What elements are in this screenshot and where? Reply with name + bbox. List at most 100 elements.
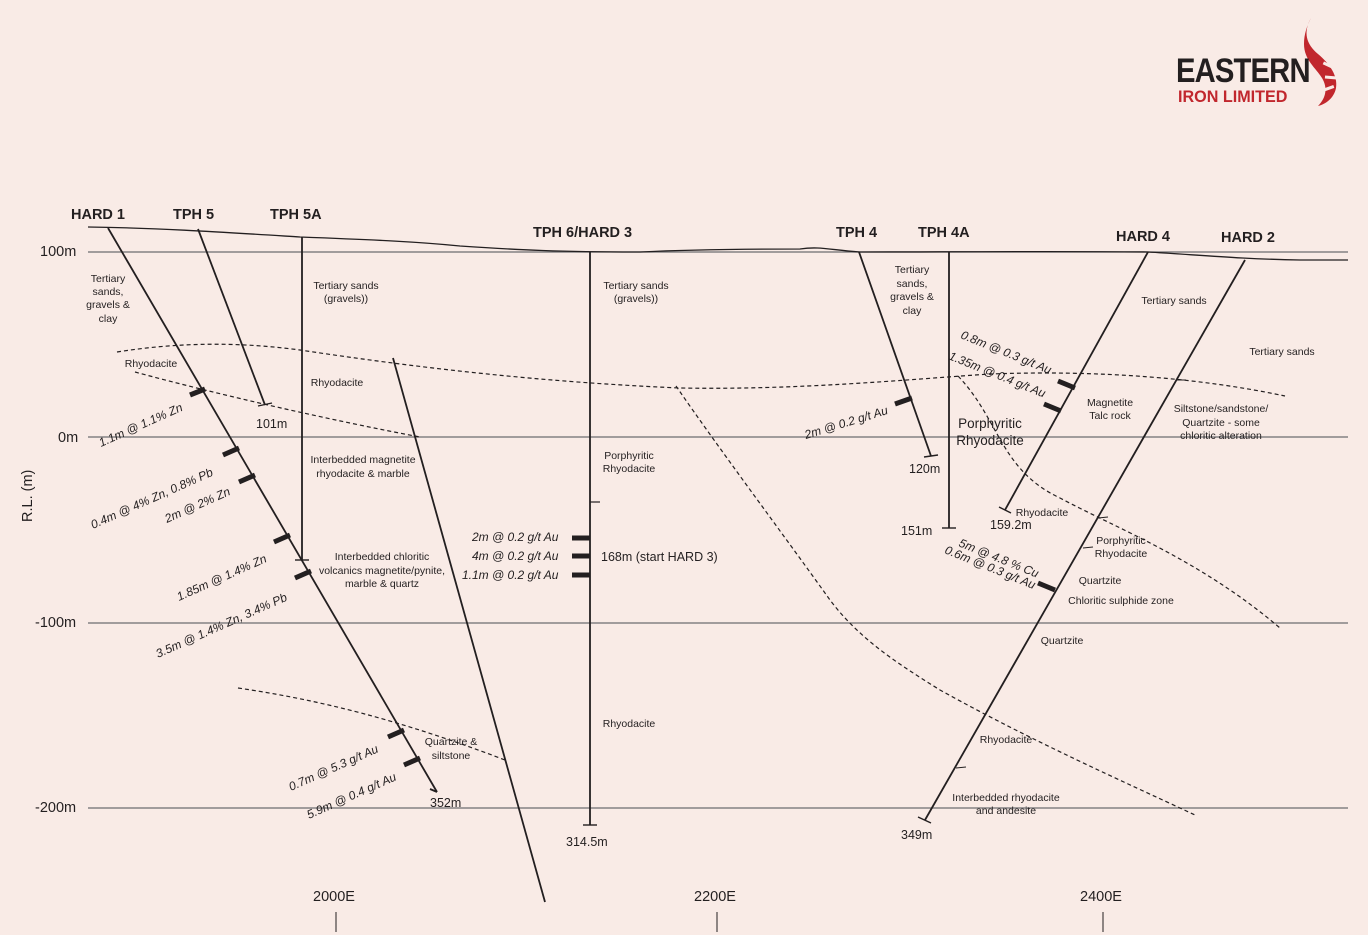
ground-surface	[87, 226, 1348, 261]
geo-label: Quartzite	[1041, 635, 1084, 647]
geo-label: Rhyodacite	[956, 433, 1024, 448]
rl-label-minus100m: -100m	[35, 615, 76, 631]
geo-label: Porphyritic	[1096, 535, 1146, 547]
geo-label: marble & quartz	[345, 578, 419, 590]
geo-label: Rhyodacite	[125, 358, 178, 370]
rl-label-minus200m: -200m	[35, 800, 76, 816]
geo-label: Porphyritic	[958, 416, 1022, 431]
geo-label: Tertiary sands	[603, 280, 668, 292]
logo-text-eastern: EASTERN	[1176, 52, 1311, 90]
drillhole-tph5	[197, 228, 266, 406]
flame-icon	[1304, 18, 1338, 106]
geo-label: Quartzite - some	[1182, 417, 1260, 429]
intercept-bar	[221, 445, 241, 458]
rl-gridlines	[88, 251, 1348, 809]
geo-label: Rhyodacite	[603, 463, 656, 475]
geological-contacts	[116, 343, 1286, 816]
company-logo: EASTERN IRON LIMITED	[1176, 18, 1356, 110]
geo-label: Quartzite	[1079, 575, 1122, 587]
hole-label-hard4: HARD 4	[1116, 229, 1170, 245]
hole-label-tph5a: TPH 5A	[270, 207, 322, 223]
geo-label: Tertiary sands	[1249, 346, 1314, 358]
intercept-labels: 1.1m @ 1.1% Zn 0.4m @ 4% Zn, 0.8% Pb 2m …	[89, 328, 1054, 822]
geo-label: Tertiary sands	[1141, 295, 1206, 307]
geo-label: Porphyritic	[604, 450, 654, 462]
hole-label-tph5: TPH 5	[173, 207, 214, 223]
intercept-label: 1.1m @ 1.1% Zn	[97, 400, 185, 450]
geo-label: Rhyodacite	[980, 734, 1033, 746]
depth-label-hard2: 349m	[901, 828, 932, 842]
intercept-bar	[293, 568, 313, 581]
geo-label: Tertiary	[895, 264, 930, 276]
geo-label: clay	[903, 305, 922, 317]
depth-label-tph6: 314.5m	[566, 835, 608, 849]
contact-east	[957, 375, 1281, 629]
contact-central	[675, 385, 1196, 816]
intercept-label: 3.5m @ 1.4% Zn, 3.4% Pb	[154, 590, 290, 661]
geo-label: and andesite	[976, 805, 1036, 817]
drillhole-tph5-end	[257, 402, 273, 407]
geo-label: Tertiary	[91, 273, 126, 285]
depth-label-tph4: 120m	[909, 462, 940, 476]
geo-label: sands,	[93, 286, 124, 298]
drillhole-hard1-end	[429, 788, 438, 793]
geo-label: Rhyodacite	[603, 718, 656, 730]
geo-label: Rhyodacite	[311, 377, 364, 389]
intercept-bar	[1057, 378, 1076, 391]
drillhole-hard4	[1004, 251, 1149, 511]
intercept-label: 1.1m @ 0.2 g/t Au	[462, 568, 559, 582]
geo-label: Interbedded chloritic	[335, 551, 430, 563]
geo-label: siltstone	[432, 750, 471, 762]
easting-label-2000e: 2000E	[313, 889, 355, 905]
geo-label: chloritic alteration	[1180, 430, 1262, 442]
intercept-bar	[237, 472, 257, 485]
drill-holes	[107, 227, 1246, 903]
intercept-label: 2m @ 0.2 g/t Au	[471, 530, 559, 544]
geo-label: (gravels))	[324, 293, 368, 305]
geo-label: Tertiary sands	[313, 280, 378, 292]
y-axis-title: R.L. (m)	[20, 470, 36, 522]
hole-tick	[955, 766, 967, 769]
geo-label: Quartzite &	[425, 736, 478, 748]
geo-label: volcanics magnetite/pynite,	[319, 565, 445, 577]
contact-base-tertiary	[116, 343, 1286, 397]
contact-rhyodacite	[134, 371, 421, 438]
drillhole-tph4	[858, 251, 932, 457]
hard2-ticks	[955, 379, 1186, 769]
hole-labels: HARD 1 TPH 5 TPH 5A TPH 6/HARD 3 TPH 4 T…	[71, 207, 1275, 246]
intercept-bar	[272, 532, 292, 545]
logo-text-iron-limited: IRON LIMITED	[1178, 87, 1288, 106]
hole-tick	[1082, 546, 1094, 549]
hole-label-hard1: HARD 1	[71, 207, 125, 223]
drillhole-hard1	[107, 227, 438, 793]
intercept-label: 4m @ 0.2 g/t Au	[472, 549, 559, 563]
depth-label-hard3-start: 168m (start HARD 3)	[601, 550, 718, 564]
depth-label-tph4a: 151m	[901, 524, 932, 538]
drillhole-hard2-end	[917, 816, 932, 824]
geo-label: Chloritic sulphide zone	[1068, 595, 1174, 607]
hole-label-tph4: TPH 4	[836, 225, 877, 241]
intercept-bar	[1043, 401, 1062, 414]
intercept-label: 1.85m @ 1.4% Zn	[175, 551, 270, 603]
intercept-bar	[1037, 580, 1056, 593]
rl-label-100m: 100m	[40, 244, 76, 260]
geo-label: Interbedded rhyodacite	[952, 792, 1060, 804]
intercept-label: 2m @ 0.2 g/t Au	[802, 403, 890, 442]
geo-label: Rhyodacite	[1095, 548, 1148, 560]
intercept-bar	[402, 755, 422, 768]
geo-label: Interbedded magnetite	[310, 454, 415, 466]
rl-label-0m: 0m	[58, 430, 78, 446]
geo-label: Magnetite	[1087, 397, 1133, 409]
geo-label: (gravels))	[614, 293, 658, 305]
easting-label-2200e: 2200E	[694, 889, 736, 905]
hole-label-tph4a: TPH 4A	[918, 225, 970, 241]
drillhole-hard2	[924, 259, 1246, 821]
intercept-bar	[894, 395, 913, 407]
depth-label-hard4: 159.2m	[990, 518, 1032, 532]
geo-label: Siltstone/sandstone/	[1174, 403, 1269, 415]
drillhole-tph4-end	[923, 454, 939, 458]
geo-label: rhyodacite & marble	[316, 468, 410, 480]
drillhole-steep-west	[392, 357, 546, 903]
